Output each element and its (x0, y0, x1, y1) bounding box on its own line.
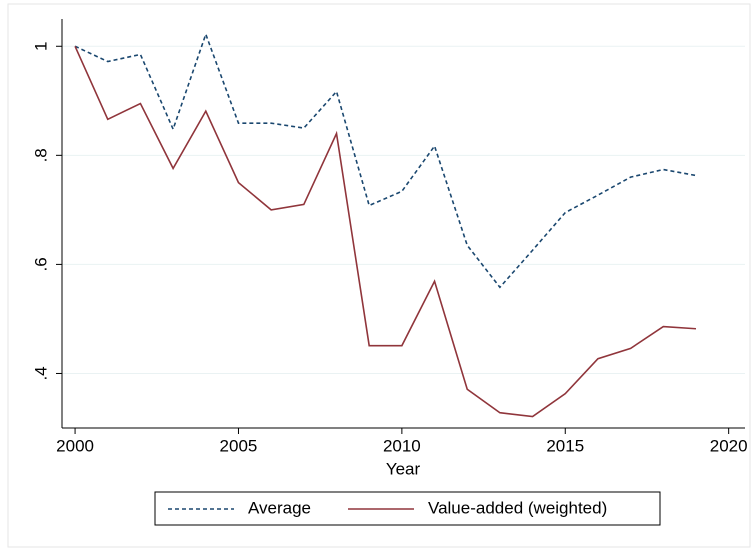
y-tick-label: .6 (31, 257, 50, 271)
series-line (74, 45, 697, 418)
y-tick-label: .4 (31, 366, 50, 380)
x-tick-label: 2015 (546, 436, 584, 455)
x-tick-label: 2020 (710, 436, 748, 455)
legend-label: Average (248, 498, 311, 517)
x-tick-label: 2005 (220, 436, 258, 455)
y-tick-label: .8 (31, 148, 50, 162)
graph-border (7, 3, 751, 548)
x-tick-label: 2000 (56, 436, 94, 455)
series-line (74, 31, 697, 289)
x-tick-label: 2010 (383, 436, 421, 455)
legend-label: Value-added (weighted) (428, 498, 607, 517)
y-tick-label: 1 (31, 42, 50, 51)
x-axis-label: Year (386, 459, 421, 478)
